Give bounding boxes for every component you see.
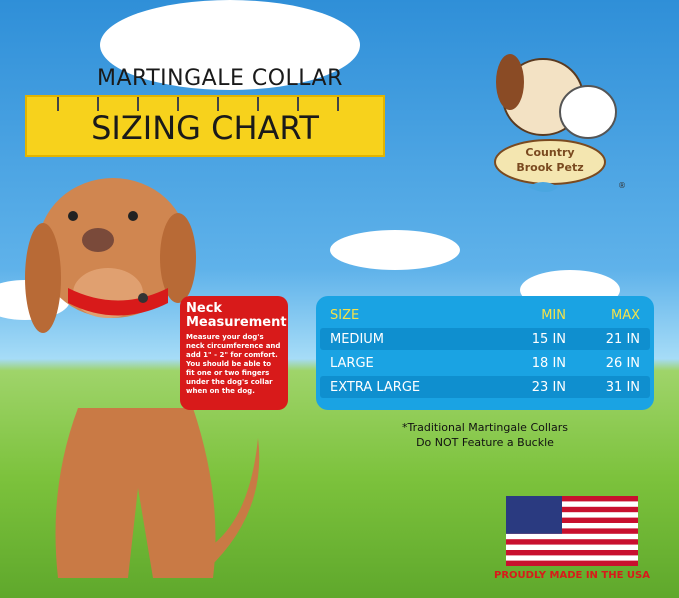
country-brook-petz-logo: Country Brook Petz ® [494,54,626,192]
min-cell: 23 IN [531,379,566,395]
cloud [330,230,460,270]
neck-measurement-title: Neck Measurement [186,301,287,330]
svg-text:Country: Country [525,146,574,159]
svg-text:Brook Petz: Brook Petz [516,161,583,174]
usa-flag-icon [506,496,638,566]
min-cell: 18 IN [531,355,566,371]
size-cell: MEDIUM [330,331,385,347]
max-cell: 26 IN [605,355,640,371]
made-in-usa-text: PROUDLY MADE IN THE USA [494,570,650,581]
footnote-line1: *Traditional Martingale Collars [402,421,568,434]
size-cell: EXTRA LARGE [330,379,421,395]
size-table: SIZE MIN MAX MEDIUM 15 IN 21 IN LARGE 18 IN 26… [316,296,654,410]
max-cell: 31 IN [605,379,640,395]
cloud [100,0,360,90]
min-cell: 15 IN [531,331,566,347]
footnote: *Traditional Martingale Collars Do NOT F… [380,420,590,450]
banner-subtitle: MARTINGALE COLLAR [97,66,343,91]
footnote-line2: Do NOT Feature a Buckle [416,436,554,449]
ruler-banner: SIZING CHART [25,95,385,157]
header-max: MAX [610,307,640,323]
header-min: MIN [541,307,566,323]
svg-text:®: ® [618,181,626,190]
size-cell: LARGE [330,355,374,371]
header-size: SIZE [330,307,360,323]
neck-measurement-text: Measure your dog's neck circumference an… [186,333,281,395]
table-row: EXTRA LARGE 23 IN 31 IN [320,376,650,398]
dog-illustration [25,178,260,578]
table-header: SIZE MIN MAX [320,304,650,326]
banner-title: SIZING CHART [91,109,319,147]
table-row: MEDIUM 15 IN 21 IN [320,328,650,350]
max-cell: 21 IN [605,331,640,347]
neck-measurement-box: Neck Measurement Measure your dog's neck… [180,296,288,410]
table-row: LARGE 18 IN 26 IN [320,352,650,374]
